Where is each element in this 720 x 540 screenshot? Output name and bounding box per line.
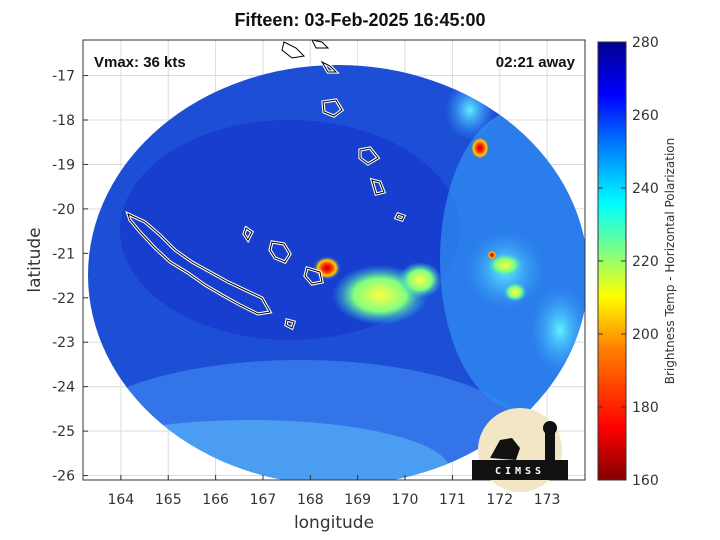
colorbar-tick-label: 260	[632, 108, 659, 124]
warm-core	[313, 256, 341, 280]
colorbar-tick-label: 220	[632, 254, 659, 270]
y-tick-label: -20	[52, 202, 75, 218]
colorbar-tick-label: 280	[632, 35, 659, 51]
y-tick-label: -21	[52, 246, 75, 262]
y-tick-label: -26	[52, 469, 75, 485]
y-tick-label: -19	[52, 157, 75, 173]
cimss-logo: CIMSS	[472, 408, 568, 492]
colorbar-tick-label: 240	[632, 181, 659, 197]
away-label: 02:21 away	[496, 54, 576, 71]
y-tick-label: -25	[52, 424, 75, 440]
eastern-yellow	[487, 253, 523, 277]
x-tick-label: 169	[344, 492, 371, 508]
vmax-label: Vmax: 36 kts	[94, 54, 186, 71]
x-tick-label: 164	[108, 492, 135, 508]
colorbar-label: Brightness Temp - Horizontal Polarizatio…	[663, 138, 677, 385]
dish-icon	[490, 438, 520, 460]
chart-title: Fifteen: 03-Feb-2025 16:45:00	[234, 10, 486, 30]
colorbar-tick-label: 180	[632, 400, 659, 416]
convective-band-2	[398, 262, 442, 298]
coastline-outlines	[127, 40, 405, 329]
x-tick-label: 167	[250, 492, 277, 508]
colorbar-tick-label: 160	[632, 473, 659, 489]
x-tick-label: 168	[297, 492, 324, 508]
x-axis-ticks: 164 165 166 167 168 169 170 171 172 173	[108, 475, 561, 508]
x-tick-label: 170	[392, 492, 419, 508]
eastern-hotspot	[487, 250, 497, 260]
y-tick-label: -22	[52, 291, 75, 307]
colorbar-ticks: 280 260 240 220 200 180 160	[598, 35, 659, 489]
y-tick-label: -17	[52, 69, 75, 85]
y-tick-label: -23	[52, 335, 75, 351]
y-axis-ticks: -17 -18 -19 -20 -21 -22 -23 -24 -25 -26	[52, 69, 88, 485]
y-axis-title: latitude	[25, 227, 45, 292]
x-tick-label: 173	[534, 492, 561, 508]
x-tick-label: 165	[155, 492, 182, 508]
colorbar-tick-label: 200	[632, 327, 659, 343]
axes-frame	[82, 39, 586, 481]
northeast-hotspot	[470, 136, 490, 160]
x-tick-label: 166	[202, 492, 229, 508]
x-tick-label: 171	[439, 492, 466, 508]
x-axis-title: longitude	[294, 513, 374, 533]
y-tick-label: -18	[52, 113, 75, 129]
y-tick-label: -24	[52, 380, 75, 396]
tower-icon	[545, 428, 555, 460]
eastern-yellow-2	[503, 282, 527, 302]
x-tick-label: 172	[486, 492, 513, 508]
logo-text: CIMSS	[495, 466, 545, 477]
